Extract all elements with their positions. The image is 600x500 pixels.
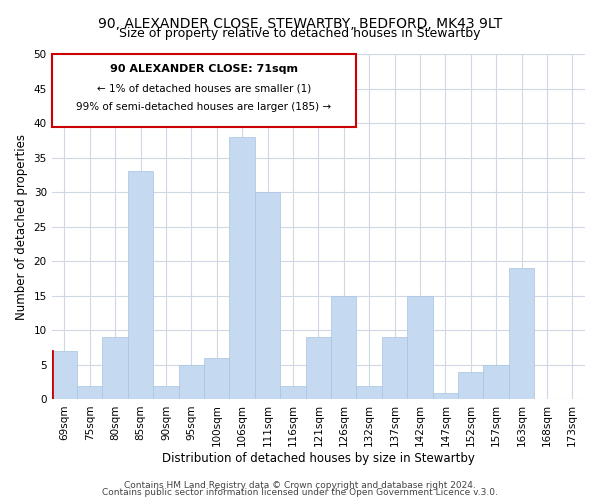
Text: Contains public sector information licensed under the Open Government Licence v.: Contains public sector information licen… bbox=[102, 488, 498, 497]
Bar bbox=[153, 386, 179, 400]
Text: 90 ALEXANDER CLOSE: 71sqm: 90 ALEXANDER CLOSE: 71sqm bbox=[110, 64, 298, 74]
Bar bbox=[382, 338, 407, 400]
Text: Contains HM Land Registry data © Crown copyright and database right 2024.: Contains HM Land Registry data © Crown c… bbox=[124, 480, 476, 490]
Text: 99% of semi-detached houses are larger (185) →: 99% of semi-detached houses are larger (… bbox=[76, 102, 331, 113]
FancyBboxPatch shape bbox=[52, 54, 356, 127]
Bar bbox=[407, 296, 433, 400]
Bar bbox=[331, 296, 356, 400]
Bar bbox=[128, 172, 153, 400]
Bar bbox=[52, 351, 77, 400]
Text: ← 1% of detached houses are smaller (1): ← 1% of detached houses are smaller (1) bbox=[97, 84, 311, 94]
Bar bbox=[229, 137, 255, 400]
Bar bbox=[433, 392, 458, 400]
Bar bbox=[356, 386, 382, 400]
Bar bbox=[280, 386, 305, 400]
Bar bbox=[103, 338, 128, 400]
Bar bbox=[509, 268, 534, 400]
Bar bbox=[255, 192, 280, 400]
X-axis label: Distribution of detached houses by size in Stewartby: Distribution of detached houses by size … bbox=[162, 452, 475, 465]
Y-axis label: Number of detached properties: Number of detached properties bbox=[15, 134, 28, 320]
Bar bbox=[305, 338, 331, 400]
Bar bbox=[77, 386, 103, 400]
Text: 90, ALEXANDER CLOSE, STEWARTBY, BEDFORD, MK43 9LT: 90, ALEXANDER CLOSE, STEWARTBY, BEDFORD,… bbox=[98, 18, 502, 32]
Bar bbox=[179, 365, 204, 400]
Bar bbox=[458, 372, 484, 400]
Bar bbox=[204, 358, 229, 400]
Bar bbox=[484, 365, 509, 400]
Text: Size of property relative to detached houses in Stewartby: Size of property relative to detached ho… bbox=[119, 28, 481, 40]
